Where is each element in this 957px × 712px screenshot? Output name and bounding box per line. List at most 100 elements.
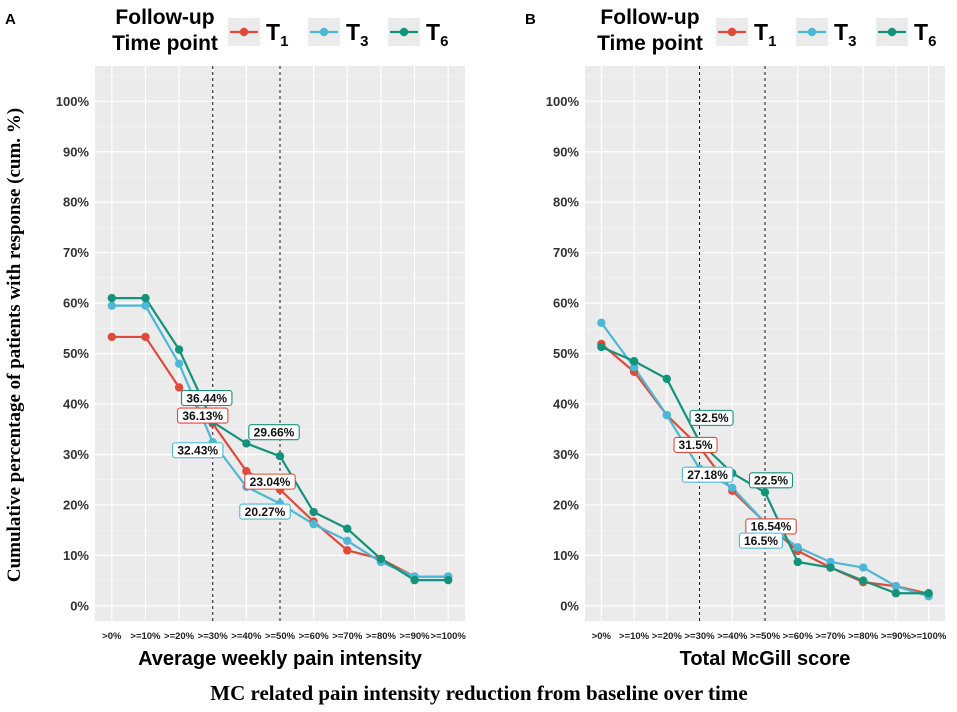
x-axis-label: Total McGill score [680,648,851,670]
x-tick-label: >=40% [717,631,748,642]
data-point-t3 [629,363,639,372]
y-tick-label: 10% [63,548,89,563]
legend-label-subscript: 3 [848,33,856,50]
data-label-box [748,472,794,489]
x-axis-label: Average weekly pain intensity [138,648,423,670]
data-label-box [239,503,291,520]
x-tick-label: >=80% [366,631,397,642]
data-point-t3 [891,581,901,591]
legend-title: Follow-up [600,6,699,29]
data-point-t6 [343,524,352,533]
data-label-box [738,532,784,549]
y-tick-label: 10% [553,548,579,563]
y-tick-label: 20% [63,497,89,512]
data-point-t6 [924,589,933,598]
data-point-t6 [275,452,285,461]
x-tick-label: >=100% [430,631,466,642]
data-point-t1 [141,332,150,342]
data-label: 32.43% [171,442,224,459]
data-point-t3 [662,410,672,420]
data-label: 16.54% [745,518,797,535]
y-tick-label: 40% [553,397,579,412]
x-tick-label: >0% [102,631,122,642]
x-tick-label: >=40% [231,631,262,642]
data-point-t3 [309,519,318,529]
data-label: 32.5% [689,409,734,426]
data-label: 23.04% [244,473,296,490]
legend-label: T3 [346,19,368,50]
data-point-t6 [107,293,117,303]
x-tick-label: >=90% [881,631,912,642]
legend-label-subscript: 1 [280,33,288,50]
data-point-t6 [141,293,150,303]
legend-label-subscript: 1 [768,33,776,50]
y-tick-label: 80% [553,195,579,210]
legend-title: Follow-up [115,6,214,29]
data-point-t6 [309,507,318,517]
x-tick-label: >=100% [911,631,947,642]
data-label-text: 16.5% [744,534,778,548]
y-tick-label: 50% [63,346,89,361]
legend-key-point [239,27,249,37]
x-tick-label: >=80% [848,631,879,642]
y-tick-label: 20% [553,497,579,512]
data-point-t3 [728,483,737,492]
x-tick-label: >=70% [815,631,846,642]
y-tick-label: 60% [553,296,579,311]
y-tick-label: 80% [63,195,89,210]
y-tick-label: 100% [546,94,580,109]
x-tick-label: >=60% [783,631,814,642]
data-label-text: 29.66% [254,426,295,440]
data-label-box [689,409,734,426]
data-label-text: 27.18% [687,468,728,482]
legend: Follow-up Time point T1 T3 T6 [597,6,936,55]
data-point-t6 [891,589,901,598]
data-label-text: 23.04% [250,475,291,489]
x-tick-label: >0% [592,631,612,642]
legend-key-point [887,27,897,37]
x-tick-label: >=10% [130,631,161,642]
x-tick-label: >=20% [164,631,195,642]
data-label-box [681,466,734,483]
legend-label: T6 [426,19,448,50]
data-point-t6 [376,554,386,564]
data-point-t6 [826,563,835,572]
data-point-t6 [858,576,868,585]
y-tick-label: 60% [63,296,89,311]
y-tick-label: 0% [70,598,89,613]
data-point-t3 [107,301,117,310]
data-point-t6 [174,345,184,354]
data-point-t3 [343,536,352,545]
legend-title: Time point [112,32,218,55]
legend: Follow-up Time point T1 T3 T6 [112,6,448,55]
y-tick-label: 100% [56,94,90,109]
data-label-box [244,473,296,490]
data-point-t1 [242,466,251,476]
legend-label: T1 [266,19,288,50]
y-tick-label: 90% [553,144,579,159]
data-point-t6 [242,439,251,448]
legend-label: T3 [834,19,856,50]
data-point-t1 [107,332,117,342]
panel-a: A 0% 10% 20% 30% 40% 50% 60% 70% 80% 90% 100% >0% >=1… [5,6,466,670]
legend-key-point [399,27,409,37]
data-point-t1 [343,546,352,555]
x-tick-label: >=70% [332,631,363,642]
footer-label: MC related pain intensity reduction from… [210,681,747,705]
legend-label: T6 [914,19,936,50]
data-label-box [673,436,718,453]
data-label-text: 36.13% [182,409,223,423]
y-tick-label: 30% [553,447,579,462]
data-label: 36.44% [180,389,233,407]
legend-label: T1 [754,19,776,50]
panel-letter: A [5,11,16,28]
y-tick-label: 50% [553,346,579,361]
data-point-t6 [662,374,672,384]
data-label-box [180,389,233,407]
y-tick-label: 70% [553,245,579,260]
y-tick-label: 40% [63,397,89,412]
legend-title: Time point [597,32,703,55]
legend-key-point [807,27,817,37]
data-label: 31.5% [673,436,718,453]
